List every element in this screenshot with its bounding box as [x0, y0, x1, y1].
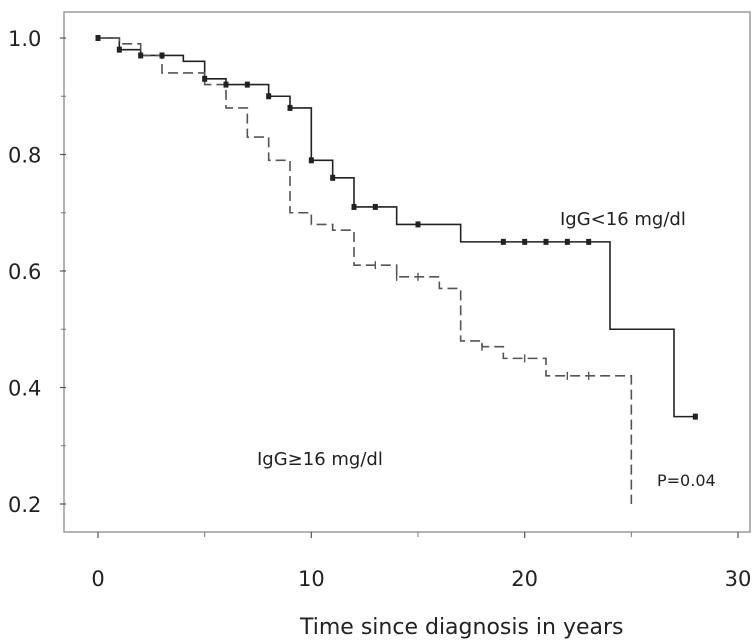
series-layer: [98, 37, 696, 504]
annotation-p-value: P=0.04: [657, 471, 716, 490]
censor-mark-igg-low: [543, 238, 549, 245]
series-line-igg-low: [98, 37, 696, 418]
censor-mark-igg-low: [159, 52, 165, 59]
censor-mark-igg-low: [308, 157, 314, 164]
y-tick-label: 1.0: [8, 27, 41, 51]
censor-mark-igg-low: [116, 46, 122, 53]
censor-mark-igg-low: [244, 81, 250, 88]
censor-mark-igg-low: [266, 93, 272, 100]
x-axis-title: Time since diagnosis in years: [299, 615, 624, 640]
y-axis: 1.0 0.8 0.6 0.4 0.2: [8, 27, 66, 517]
censor-mark-igg-low: [415, 221, 421, 228]
censor-mark-igg-low: [287, 104, 293, 111]
censor-mark-igg-low: [564, 238, 570, 245]
y-tick-label: 0.4: [8, 377, 41, 401]
censor-mark-igg-low: [351, 203, 357, 210]
series-line-igg-high: [98, 37, 633, 504]
censor-layer: [95, 35, 698, 420]
censor-mark-igg-low: [330, 174, 336, 181]
censor-mark-igg-low: [500, 238, 506, 245]
censor-mark-igg-low: [522, 238, 528, 245]
censor-mark-igg-low: [692, 413, 698, 420]
annotation-igg-high: IgG≥16 mg/dl: [257, 449, 383, 470]
x-tick-label: 30: [725, 567, 752, 591]
plot-frame: [63, 11, 751, 533]
x-axis: 0 10 20 30: [91, 532, 751, 591]
y-tick-label: 0.2: [8, 493, 41, 517]
y-tick-label: 0.6: [8, 260, 41, 284]
annotation-igg-low: IgG<16 mg/dl: [560, 209, 686, 230]
y-tick-label: 0.8: [8, 144, 41, 168]
x-tick-label: 20: [511, 567, 538, 591]
censor-mark-igg-low: [95, 35, 101, 41]
censor-mark-igg-low: [202, 75, 208, 82]
censor-mark-igg-low: [223, 81, 229, 88]
censor-mark-igg-low: [138, 52, 144, 59]
censor-mark-igg-low: [586, 238, 592, 245]
censor-mark-igg-low: [372, 203, 378, 210]
x-tick-label: 10: [298, 567, 325, 591]
x-tick-label: 0: [91, 567, 104, 591]
